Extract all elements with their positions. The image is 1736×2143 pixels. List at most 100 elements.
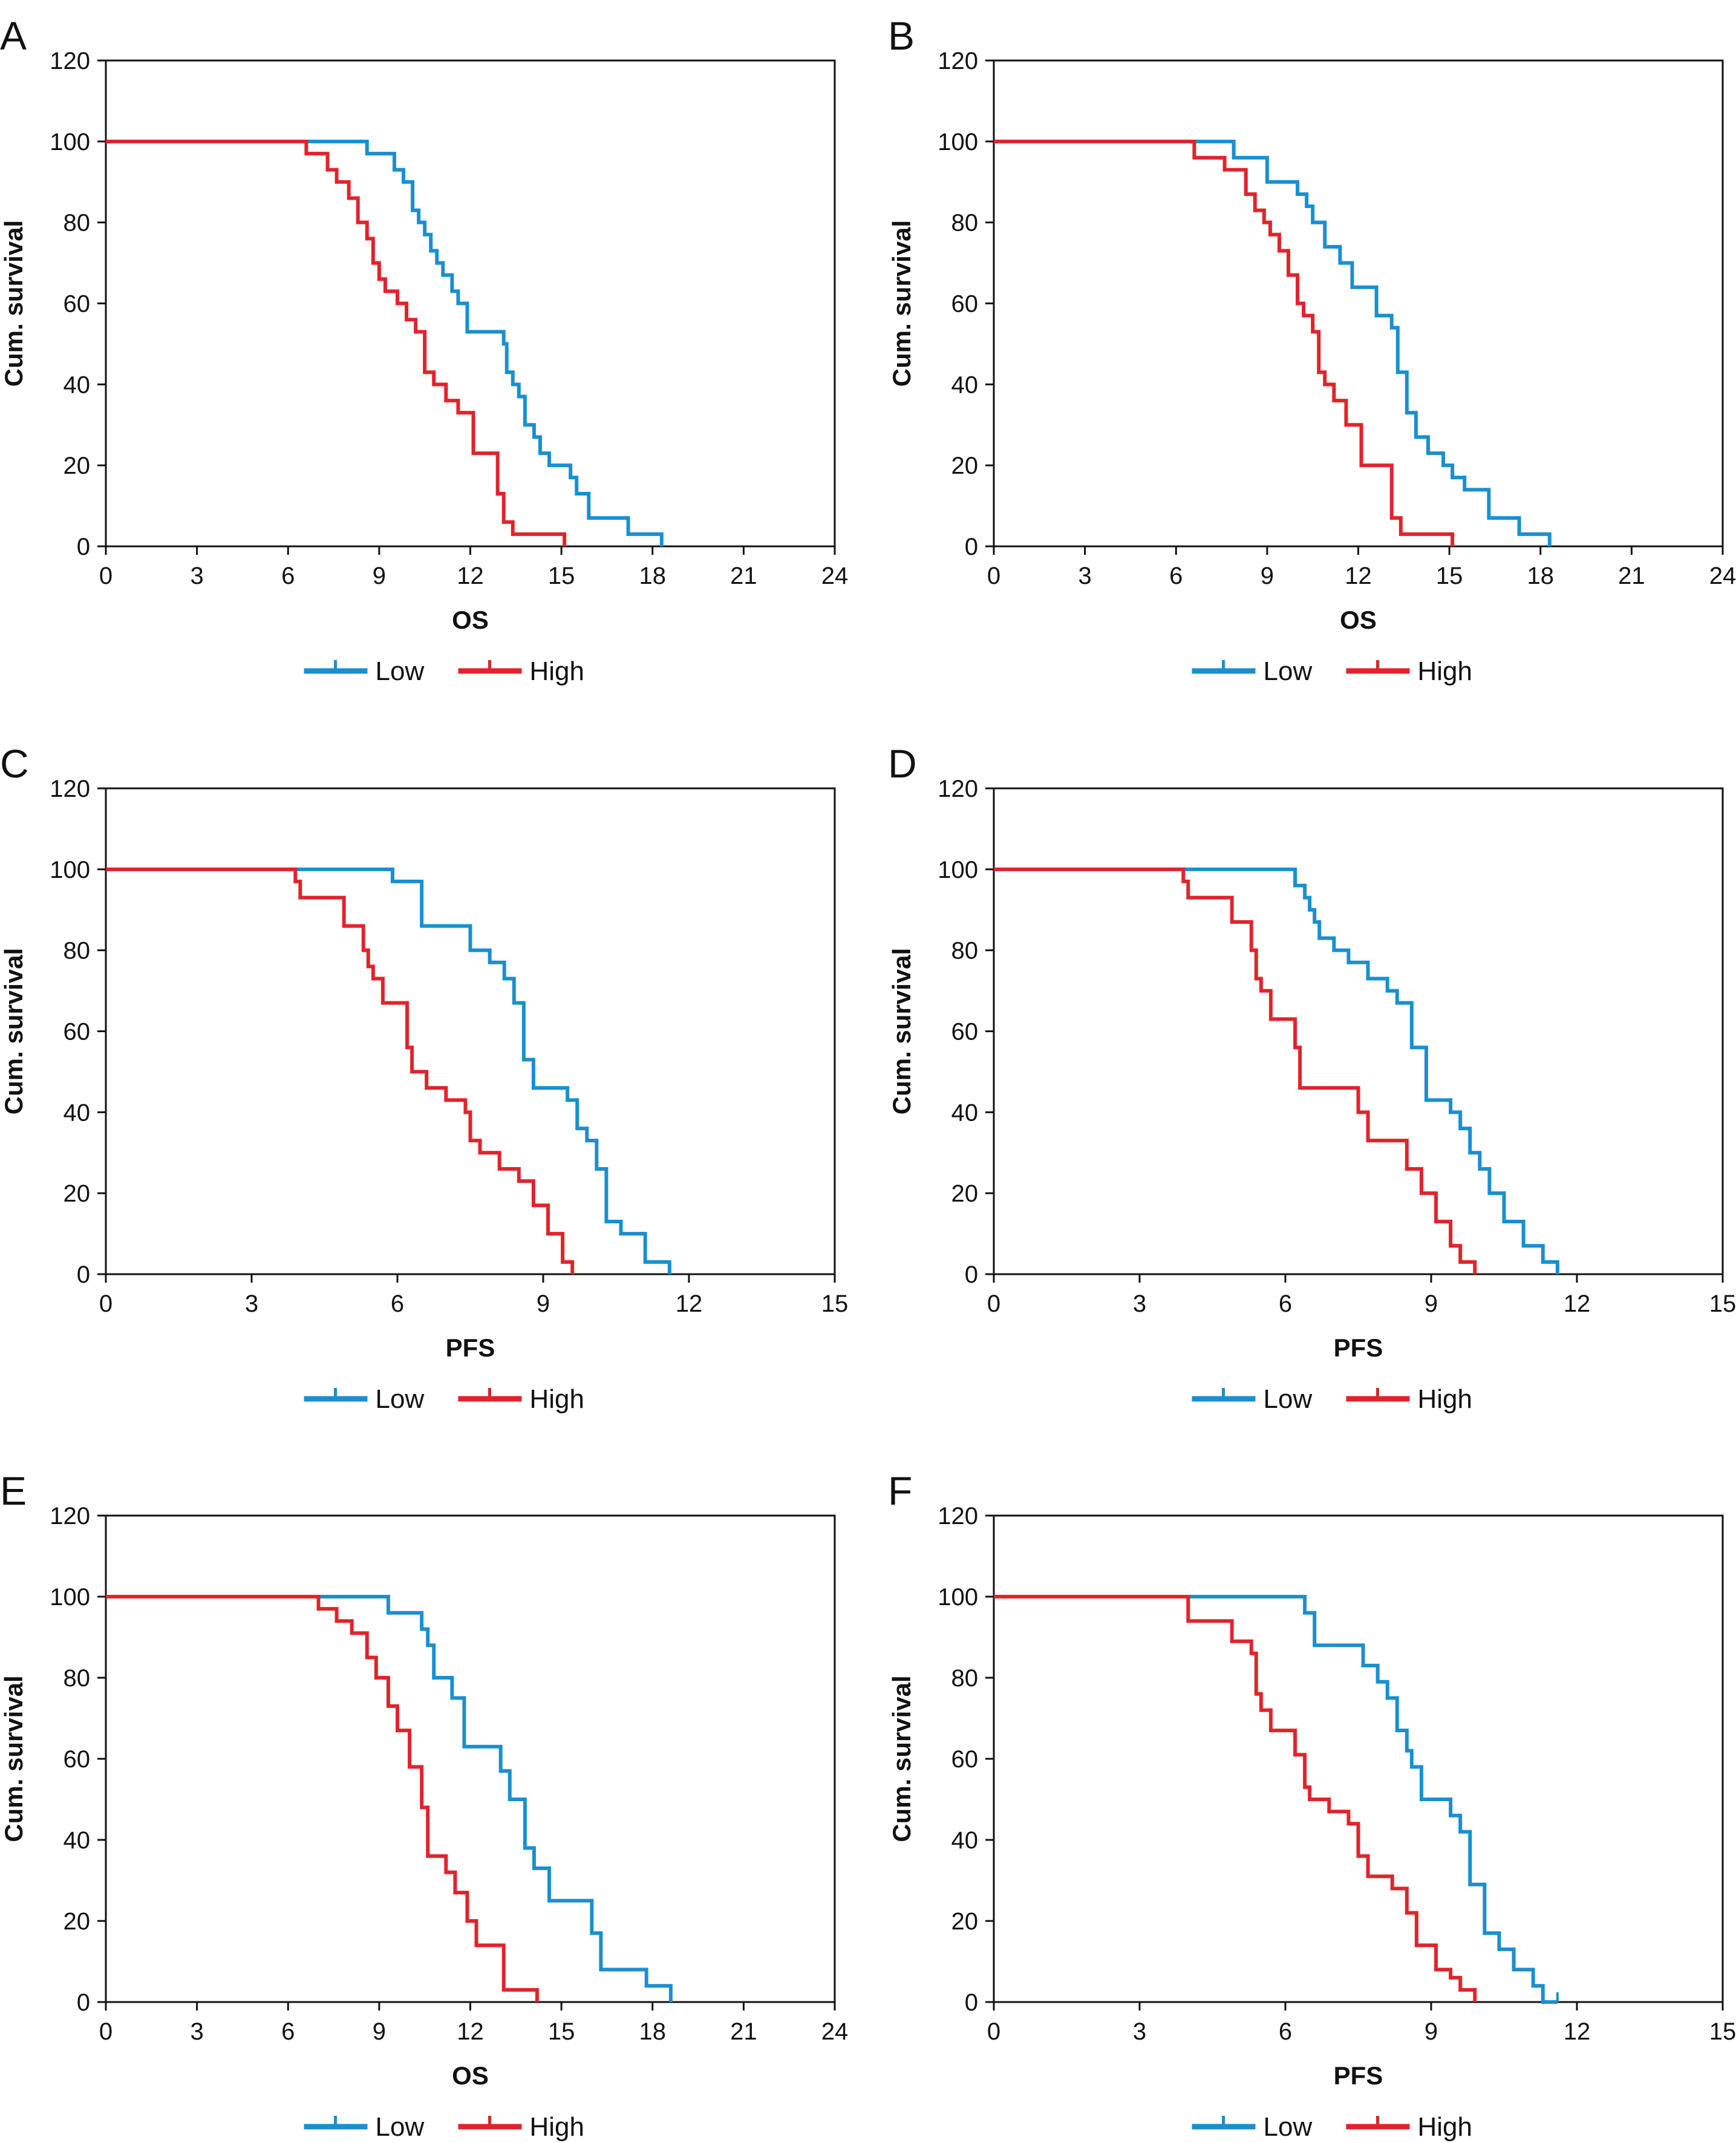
y-tick-label: 20 — [64, 1180, 91, 1207]
x-tick-label: 6 — [391, 1291, 404, 1317]
y-tick-label: 100 — [50, 129, 90, 155]
y-tick-label: 0 — [77, 1989, 90, 2016]
x-axis-label: PFS — [446, 1333, 495, 1362]
x-tick-label: 15 — [1709, 1291, 1736, 1317]
x-tick-label: 15 — [548, 563, 575, 589]
y-tick-label: 100 — [938, 857, 978, 883]
y-tick-label: 0 — [77, 534, 90, 560]
y-tick-label: 60 — [951, 291, 979, 318]
legend-label: High — [1418, 1384, 1473, 1414]
x-tick-label: 24 — [1709, 563, 1736, 589]
survival-curve-high — [106, 1595, 539, 2002]
survival-curve-high — [994, 1595, 1477, 2002]
x-tick-label: 0 — [987, 563, 1000, 589]
x-tick-label: 21 — [730, 563, 757, 589]
y-tick-label: 100 — [50, 857, 90, 883]
y-tick-label: 120 — [50, 48, 90, 74]
plot-frame — [993, 59, 1724, 548]
x-axis-label: PFS — [1334, 2061, 1383, 2090]
plot-frame — [993, 787, 1724, 1275]
x-tick-label: 21 — [1618, 563, 1645, 589]
x-tick-label: 3 — [191, 563, 204, 589]
x-tick-label: 9 — [1424, 2018, 1438, 2045]
survival-curve-low — [994, 867, 1559, 1274]
x-tick-label: 21 — [730, 2018, 757, 2045]
legend-item-high: High — [1346, 2112, 1473, 2142]
legend-label: Low — [376, 1384, 425, 1414]
y-tick-label: 80 — [64, 210, 91, 237]
x-tick-label: 15 — [548, 2018, 575, 2045]
x-tick-label: 24 — [821, 563, 849, 589]
x-tick-label: 12 — [676, 1291, 703, 1317]
plot-frame — [105, 1514, 836, 2003]
legend-item-low: Low — [1192, 1384, 1313, 1414]
y-tick-label: 60 — [951, 1746, 979, 1773]
plot-frame — [105, 59, 836, 548]
x-axis-label: OS — [452, 2061, 489, 2090]
chart-panel-b: B 0 20 40 60 80 100 120 0 3 6 9 12 15 18 21 24 OS Cum. sur… — [887, 13, 1736, 686]
y-tick-label: 80 — [951, 210, 979, 237]
survival-curve-low — [106, 1595, 673, 2002]
legend-label: High — [1418, 2112, 1473, 2142]
chart-panel-f: F 0 20 40 60 80 100 120 0 3 6 9 12 15 PFS Cum. survival… — [887, 1468, 1736, 2142]
y-axis-label: Cum. survival — [0, 948, 28, 1114]
x-tick-label: 9 — [1424, 1291, 1438, 1317]
survival-curve-high — [106, 867, 575, 1274]
x-tick-label: 12 — [457, 2018, 484, 2045]
panel-letter: F — [888, 1468, 912, 1513]
x-tick-label: 12 — [457, 563, 484, 589]
x-tick-label: 12 — [1564, 1291, 1591, 1317]
y-tick-label: 80 — [64, 938, 91, 964]
y-tick-label: 40 — [951, 1827, 979, 1854]
legend-item-high: High — [1346, 1384, 1473, 1414]
x-tick-label: 15 — [1709, 2018, 1736, 2045]
legend-label: High — [530, 1384, 585, 1414]
survival-curve-high — [994, 139, 1455, 546]
x-tick-label: 9 — [373, 563, 386, 589]
y-tick-label: 100 — [50, 1584, 90, 1611]
x-tick-label: 15 — [821, 1291, 849, 1317]
x-tick-label: 18 — [639, 2018, 667, 2045]
y-tick-label: 20 — [64, 1908, 91, 1935]
y-tick-label: 20 — [64, 453, 91, 479]
legend-item-high: High — [458, 1384, 585, 1414]
y-tick-label: 20 — [951, 453, 979, 479]
survival-curve-low — [106, 139, 664, 546]
x-tick-label: 9 — [1261, 563, 1274, 589]
y-tick-label: 40 — [64, 1827, 91, 1854]
y-tick-label: 40 — [951, 371, 979, 398]
panel-letter: A — [0, 13, 27, 58]
y-tick-label: 100 — [938, 129, 978, 155]
x-tick-label: 0 — [987, 1291, 1000, 1317]
survival-curve-high — [994, 867, 1477, 1274]
y-tick-label: 0 — [965, 1261, 978, 1288]
x-axis-label: OS — [452, 606, 489, 634]
y-axis-label: Cum. survival — [0, 1675, 28, 1842]
legend-label: High — [1418, 656, 1473, 686]
panel-letter: D — [888, 741, 917, 786]
legend-item-low: Low — [304, 656, 424, 686]
x-tick-label: 3 — [1133, 2018, 1146, 2045]
x-tick-label: 6 — [1169, 563, 1183, 589]
y-tick-label: 80 — [64, 1665, 91, 1692]
legend-label: Low — [1264, 1384, 1313, 1414]
y-tick-label: 80 — [951, 1665, 979, 1692]
y-tick-label: 60 — [64, 1746, 91, 1773]
panel-letter: E — [0, 1468, 27, 1513]
x-tick-label: 9 — [373, 2018, 386, 2045]
legend-label: Low — [1264, 656, 1313, 686]
y-tick-label: 40 — [951, 1099, 979, 1126]
y-tick-label: 120 — [938, 776, 978, 802]
x-tick-label: 0 — [99, 563, 113, 589]
panel-letter: B — [888, 13, 915, 58]
legend-item-low: Low — [1192, 656, 1313, 686]
x-tick-label: 18 — [639, 563, 667, 589]
legend-item-low: Low — [304, 2112, 424, 2142]
x-tick-label: 0 — [99, 1291, 113, 1317]
x-tick-label: 3 — [191, 2018, 204, 2045]
y-tick-label: 80 — [951, 938, 979, 964]
survival-curve-high — [106, 139, 567, 546]
survival-curve-low — [106, 867, 671, 1274]
y-axis-label: Cum. survival — [887, 948, 916, 1114]
chart-panel-d: D 0 20 40 60 80 100 120 0 3 6 9 12 15 PFS Cum. survival… — [887, 741, 1736, 1414]
